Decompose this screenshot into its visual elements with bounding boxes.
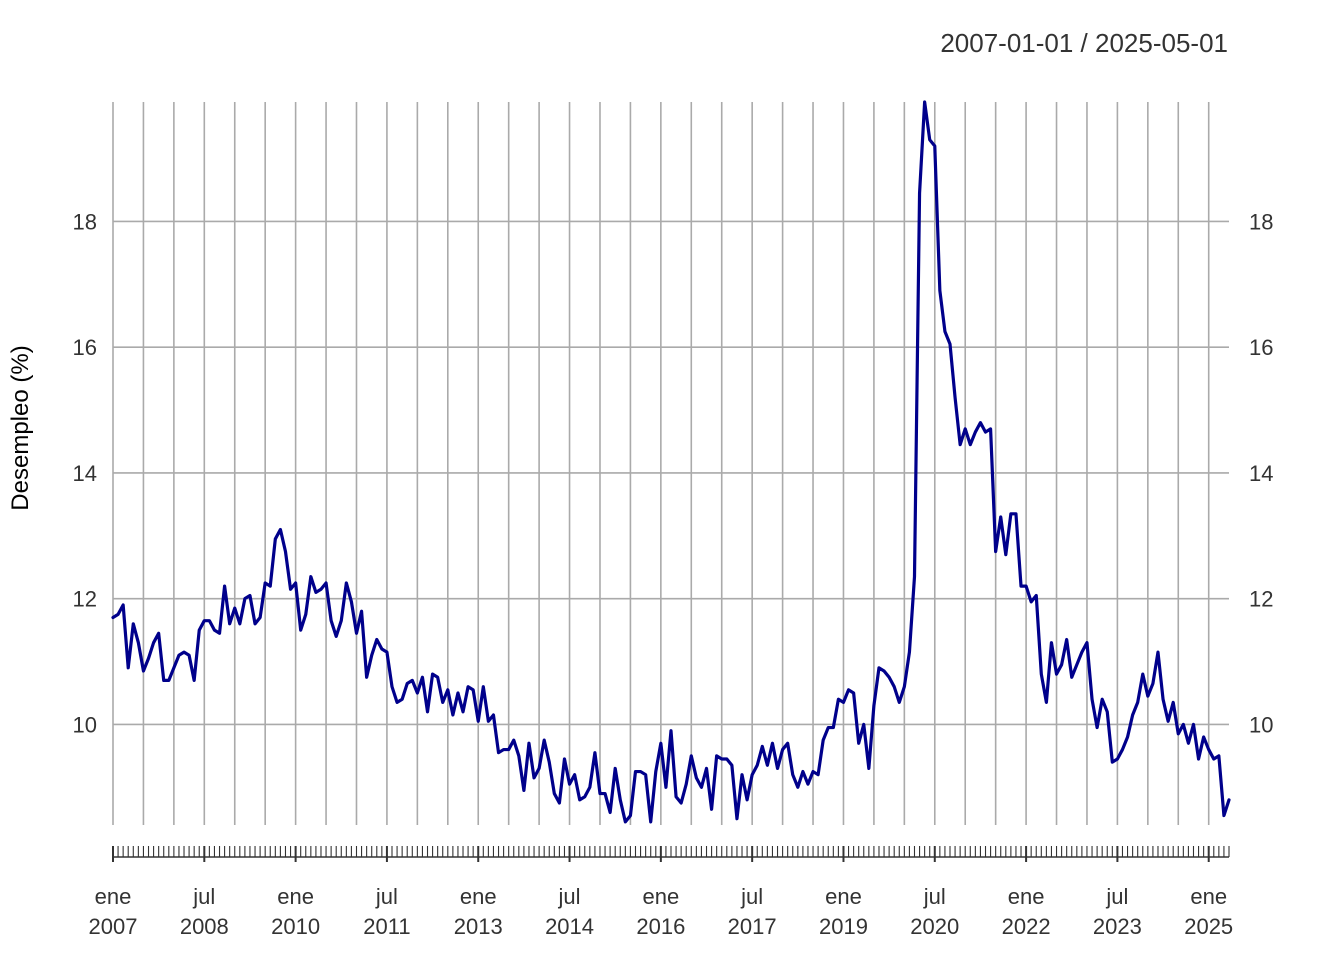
x-tick-label-month: jul — [1105, 884, 1128, 909]
y-tick-label-right: 16 — [1249, 335, 1273, 360]
right-y-axis: 10 12 14 16 18 — [1249, 209, 1273, 737]
x-tick-label-month: jul — [558, 884, 581, 909]
x-axis: ene 2007 jul 2008 ene 2010 jul 2011 ene 2013 jul 20… — [89, 846, 1233, 939]
y-tick-label-right: 10 — [1249, 712, 1273, 737]
x-tick-label-month: ene — [1190, 884, 1227, 909]
y-axis-title: Desempleo (%) — [7, 345, 34, 510]
x-tick-label-month: jul — [192, 884, 215, 909]
x-tick-label-month: ene — [1008, 884, 1045, 909]
y-tick-label-left: 14 — [73, 461, 97, 486]
x-tick-label-year: 2014 — [545, 914, 594, 939]
x-tick-label-year: 2019 — [819, 914, 868, 939]
grid-layer — [112, 102, 1229, 825]
x-tick-label-year: 2022 — [1002, 914, 1051, 939]
x-tick-label-year: 2007 — [89, 914, 138, 939]
y-tick-label-left: 16 — [73, 335, 97, 360]
y-tick-label-right: 12 — [1249, 587, 1273, 612]
y-tick-label-right: 18 — [1249, 209, 1273, 234]
x-tick-label-month: ene — [95, 884, 132, 909]
series-line-desempleo — [111, 100, 1231, 824]
x-tick-label-year: 2020 — [910, 914, 959, 939]
x-tick-label-year: 2010 — [271, 914, 320, 939]
x-tick-label-year: 2013 — [454, 914, 503, 939]
x-tick-label-year: 2017 — [728, 914, 777, 939]
x-tick-label-year: 2008 — [180, 914, 229, 939]
y-tick-label-left: 18 — [73, 209, 97, 234]
x-tick-label-month: ene — [460, 884, 497, 909]
x-tick-label-month: ene — [825, 884, 862, 909]
y-tick-label-left: 10 — [73, 712, 97, 737]
left-y-axis: 10 12 14 16 18 — [73, 209, 97, 737]
x-tick-label-year: 2016 — [636, 914, 685, 939]
y-tick-label-left: 12 — [73, 587, 97, 612]
x-tick-label-month: jul — [923, 884, 946, 909]
range-label: 2007-01-01 / 2025-05-01 — [940, 28, 1228, 58]
x-tick-label-month: ene — [642, 884, 679, 909]
x-tick-label-year: 2025 — [1184, 914, 1233, 939]
x-tick-label-month: jul — [740, 884, 763, 909]
x-tick-label-year: 2011 — [363, 914, 410, 939]
x-tick-label-month: jul — [375, 884, 398, 909]
y-tick-label-right: 14 — [1249, 461, 1273, 486]
x-tick-label-year: 2023 — [1093, 914, 1142, 939]
x-tick-label-month: ene — [277, 884, 314, 909]
